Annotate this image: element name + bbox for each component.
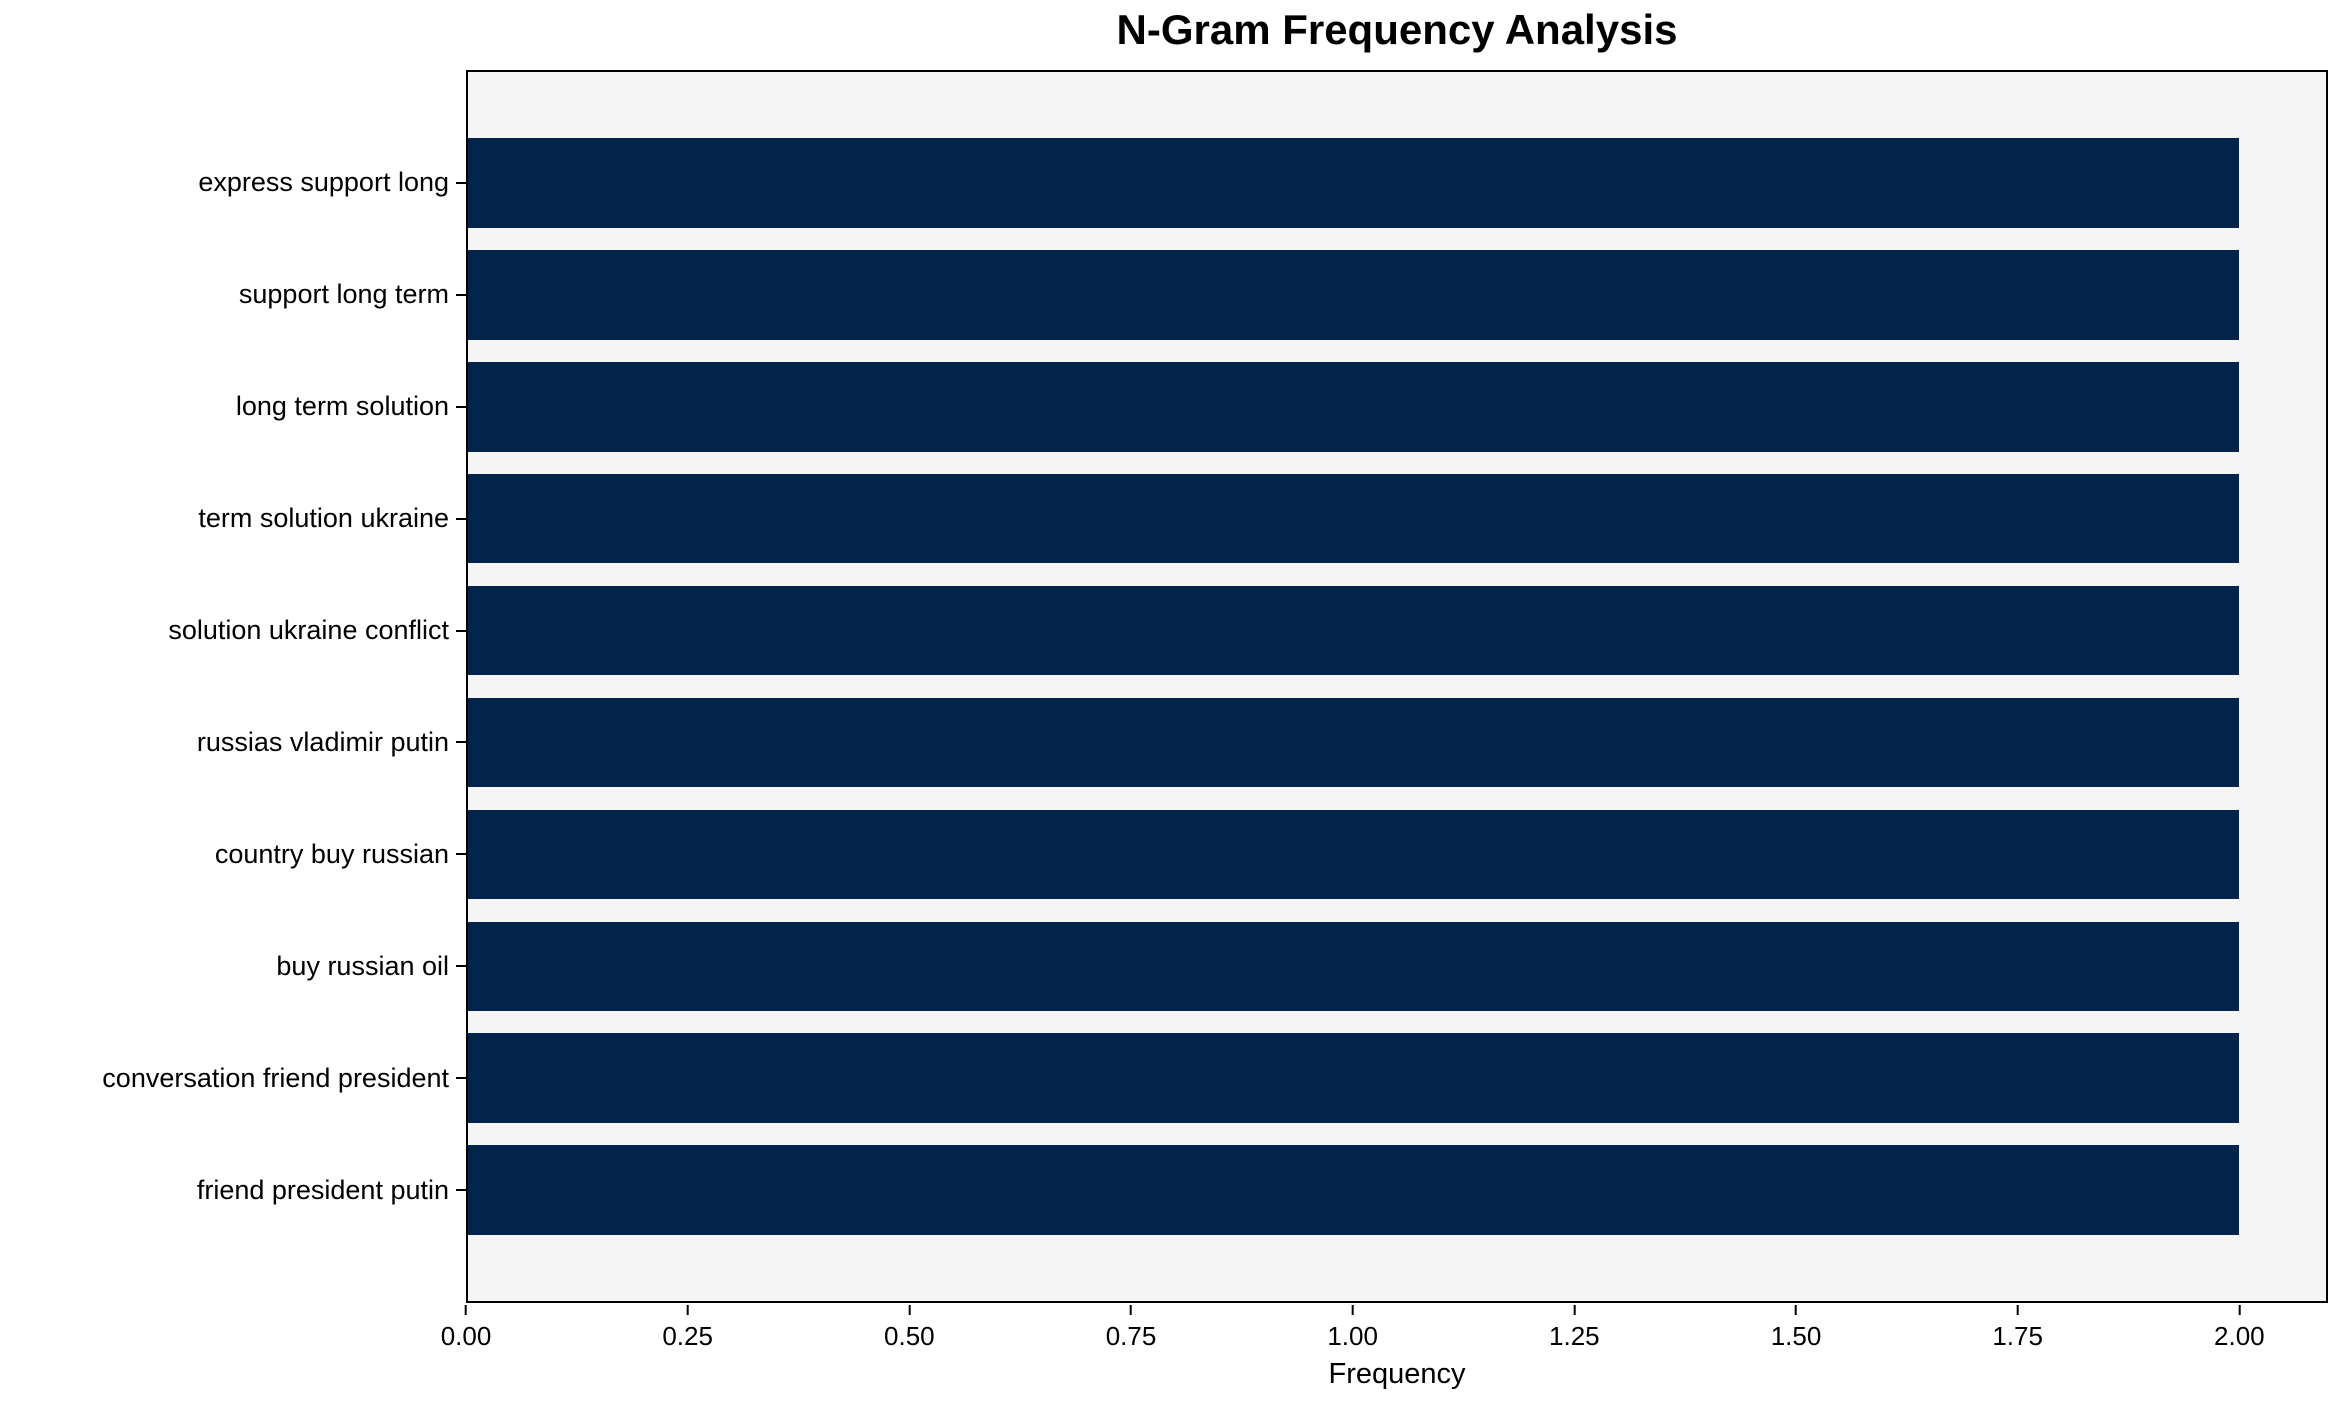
bar-row [466,351,2328,463]
y-tick-label: long term solution [235,391,449,422]
bar-country-buy-russian [466,809,2240,900]
x-tick-mark [464,1305,467,1315]
y-tick-label: russias vladimir putin [196,726,449,757]
bar-row [466,910,2328,1022]
bar-rows [466,70,2328,1303]
x-tick-label: 1.75 [1992,1321,2043,1351]
x-tick-mark [686,1305,689,1315]
x-tick-label: 0.25 [662,1321,713,1351]
x-tick: 0.25 [662,1305,713,1352]
bar-row [466,1134,2328,1246]
x-tick: 2.00 [2214,1305,2265,1352]
bar-long-term-solution [466,362,2240,452]
x-tick-mark [908,1305,911,1315]
y-tick-mark [456,293,466,296]
y-tick-mark [456,741,466,744]
y-tick-row: long term solution [0,351,466,463]
y-tick-row: express support long [0,127,466,239]
y-tick-row: russias vladimir putin [0,687,466,799]
x-tick-mark [2238,1305,2241,1315]
bar-support-long-term [466,250,2240,340]
x-tick-mark [1573,1305,1576,1315]
y-tick-row: support long term [0,239,466,351]
bar-friend-president-putin [466,1145,2240,1235]
y-tick-row: solution ukraine conflict [0,575,466,687]
x-tick: 1.50 [1770,1305,1822,1352]
bar-row [466,127,2328,239]
bar-solution-ukraine-conflict [466,585,2240,676]
y-tick-row: buy russian oil [0,910,466,1022]
y-tick-mark [456,1077,466,1080]
x-tick-mark [1129,1305,1132,1315]
x-tick-label: 2.00 [2214,1321,2265,1351]
bar-row [466,798,2328,910]
x-tick: 0.75 [1105,1305,1157,1352]
bar-row [466,687,2328,799]
bar-row [466,575,2328,687]
y-tick-mark [456,629,466,632]
y-tick-mark [456,517,466,520]
y-tick-mark [456,965,466,968]
bar-row [466,1022,2328,1134]
x-tick: 0.50 [884,1305,935,1352]
y-tick-row: country buy russian [0,798,466,910]
x-tick: 1.75 [1992,1305,2043,1352]
x-axis-label: Frequency [1328,1358,1466,1390]
bar-term-solution-ukraine [466,473,2240,564]
x-tick-label: 1.25 [1549,1321,1600,1351]
bar-russias-vladimir-putin [466,697,2240,788]
y-axis-labels: express support long support long term lon… [0,70,466,1303]
x-tick-label: 0.50 [884,1321,935,1351]
plot-area [466,70,2328,1303]
x-tick-mark [1794,1305,1797,1315]
y-tick-mark [456,405,466,408]
x-tick-label: 0.75 [1105,1321,1157,1351]
y-tick-row: conversation friend president [0,1022,466,1134]
bar-buy-russian-oil [466,921,2240,1012]
x-tick-label: 0.00 [440,1321,492,1351]
x-tick: 1.25 [1549,1305,1600,1352]
x-tick: 0.00 [440,1305,492,1352]
x-tick-label: 1.00 [1327,1321,1378,1351]
bar-row [466,239,2328,351]
x-tick: 1.00 [1327,1305,1378,1352]
y-tick-label: buy russian oil [276,950,449,981]
y-tick-row: friend president putin [0,1134,466,1246]
y-tick-label: conversation friend president [102,1062,449,1093]
y-tick-row: term solution ukraine [0,463,466,575]
y-tick-label: term solution ukraine [198,503,449,534]
y-tick-label: solution ukraine conflict [168,615,449,646]
x-tick-label: 1.50 [1770,1321,1822,1351]
y-tick-label: support long term [238,279,449,310]
y-tick-mark [456,1189,466,1192]
y-tick-mark [456,853,466,856]
y-tick-label: country buy russian [214,838,449,869]
bar-row [466,463,2328,575]
y-tick-label: friend president putin [196,1174,449,1205]
x-axis-ticks: 0.00 0.25 0.50 0.75 1.00 1.25 1.50 1.75 2.00 [441,1305,2328,1365]
bar-express-support-long [466,138,2240,228]
chart-title: N-Gram Frequency Analysis [1116,6,1678,53]
y-tick-label: express support long [198,167,449,198]
x-tick-mark [1351,1305,1354,1315]
x-tick-mark [2016,1305,2019,1315]
bar-conversation-friend-president [466,1033,2240,1123]
y-tick-mark [456,181,466,184]
